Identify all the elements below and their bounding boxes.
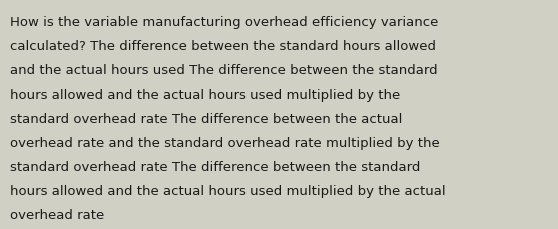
Text: overhead rate: overhead rate <box>10 208 104 221</box>
Text: standard overhead rate The difference between the standard: standard overhead rate The difference be… <box>10 160 420 173</box>
Text: overhead rate and the standard overhead rate multiplied by the: overhead rate and the standard overhead … <box>10 136 440 149</box>
Text: hours allowed and the actual hours used multiplied by the actual: hours allowed and the actual hours used … <box>10 184 446 197</box>
Text: calculated? The difference between the standard hours allowed: calculated? The difference between the s… <box>10 40 436 53</box>
Text: and the actual hours used The difference between the standard: and the actual hours used The difference… <box>10 64 437 77</box>
Text: How is the variable manufacturing overhead efficiency variance: How is the variable manufacturing overhe… <box>10 16 439 29</box>
Text: standard overhead rate The difference between the actual: standard overhead rate The difference be… <box>10 112 402 125</box>
Text: hours allowed and the actual hours used multiplied by the: hours allowed and the actual hours used … <box>10 88 400 101</box>
